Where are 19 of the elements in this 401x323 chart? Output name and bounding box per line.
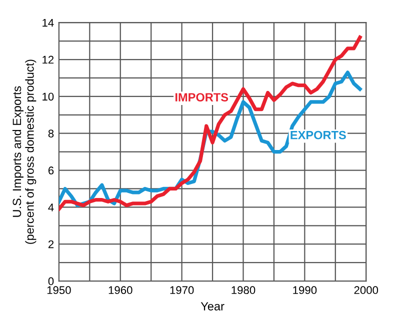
y-tick-label: 10 — [42, 92, 54, 101]
y-tick-label: 8 — [48, 130, 54, 138]
series-label: IMPORTS — [176, 93, 228, 102]
x-tick-label: 1970 — [170, 286, 194, 294]
x-tick-label: 2000 — [354, 286, 378, 294]
y-tick-label: 6 — [48, 166, 54, 174]
x-tick-label: 1950 — [47, 286, 71, 294]
x-tick-label: 1960 — [108, 286, 132, 294]
series-label: EXPORTS — [290, 130, 346, 140]
line-series — [58, 36, 362, 211]
x-axis-title: Year — [200, 302, 224, 310]
y-tick-label: 14 — [42, 18, 54, 27]
y-tick-label: 2 — [48, 240, 54, 248]
y-tick-label: 0 — [48, 277, 54, 286]
x-tick-label: 1980 — [232, 286, 256, 294]
y-tick-label: 12 — [42, 56, 54, 64]
x-tick-label: 1990 — [293, 286, 317, 294]
y-axis-title: U.S. Imports and Exports (percent of gross domestic product) — [12, 60, 36, 244]
y-tick-label: 4 — [48, 204, 54, 212]
